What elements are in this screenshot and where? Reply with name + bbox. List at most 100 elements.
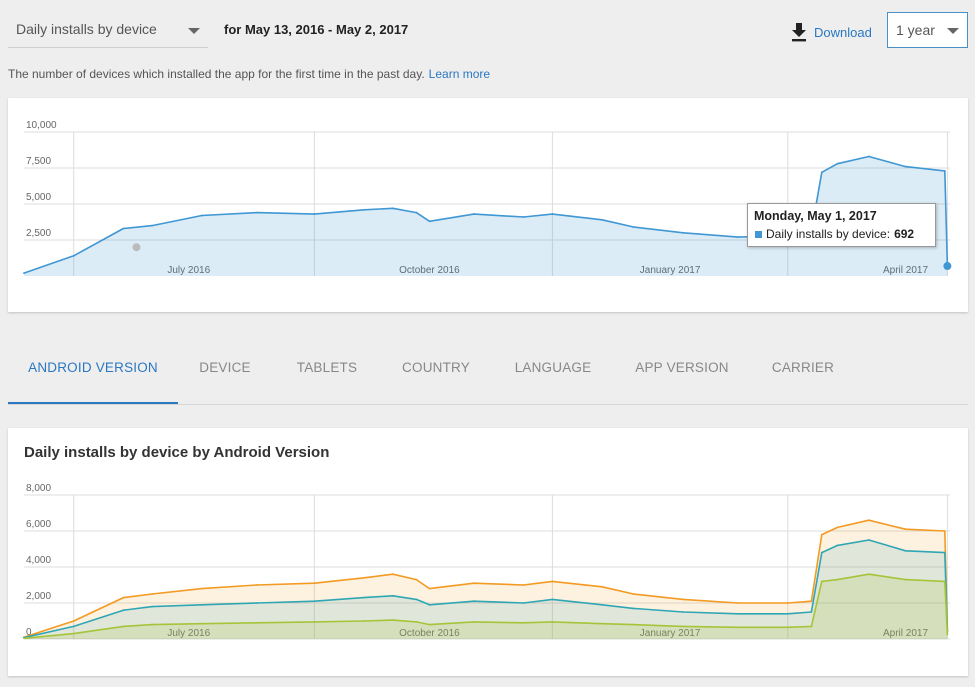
data-point — [786, 612, 789, 615]
data-point — [551, 213, 554, 215]
tab-country[interactable]: COUNTRY — [402, 360, 470, 375]
data-point — [72, 254, 75, 257]
data-point — [836, 544, 839, 547]
series-area — [24, 520, 948, 639]
metric-dropdown-label: Daily installs by device — [16, 21, 157, 37]
tooltip-date: Monday, May 1, 2017 — [754, 209, 877, 223]
data-point — [200, 214, 203, 217]
data-point — [151, 605, 154, 608]
data-point — [473, 213, 475, 215]
series-area — [24, 156, 948, 276]
data-point — [810, 600, 813, 603]
data-point — [72, 625, 75, 628]
data-point — [810, 611, 813, 613]
tab-device[interactable]: DEVICE — [199, 360, 251, 375]
x-tick-label: July 2016 — [167, 628, 210, 639]
data-point — [255, 621, 258, 624]
data-point — [151, 224, 154, 227]
data-point — [737, 612, 740, 615]
x-tick-label: April 2017 — [883, 628, 928, 639]
y-tick-label: 8,000 — [26, 483, 51, 494]
data-point — [601, 603, 603, 606]
data-point — [363, 576, 365, 579]
data-point — [23, 272, 25, 275]
y-tick-label: 10,000 — [26, 120, 57, 131]
y-tick-label: 0 — [26, 627, 32, 638]
data-point — [428, 587, 431, 590]
data-point — [391, 573, 394, 576]
tab-app-version[interactable]: APP VERSION — [635, 360, 729, 375]
x-tick-label: October 2016 — [399, 265, 460, 276]
tab-language[interactable]: LANGUAGE — [514, 360, 592, 375]
data-point — [313, 600, 316, 603]
data-point — [836, 578, 839, 581]
data-point — [313, 621, 316, 623]
data-point — [551, 580, 554, 583]
android-version-chart[interactable]: 0 2,000 4,000 6,000 8,000 July 2016 October 20… — [8, 428, 968, 676]
data-point — [820, 580, 823, 583]
y-tick-label: 6,000 — [26, 519, 51, 530]
data-point — [391, 207, 394, 210]
data-point — [904, 549, 907, 552]
data-point — [473, 621, 475, 623]
learn-more-link[interactable]: Learn more — [428, 67, 491, 81]
data-point — [415, 578, 418, 581]
data-point — [428, 623, 431, 626]
data-point — [786, 626, 789, 629]
time-range-dropdown[interactable]: 1 year — [887, 12, 968, 48]
data-point — [943, 169, 946, 172]
data-point — [836, 526, 839, 529]
data-point — [391, 594, 394, 597]
data-point — [363, 596, 365, 599]
tab-carrier[interactable]: CARRIER — [771, 360, 835, 375]
data-point — [943, 530, 946, 532]
data-point — [682, 231, 685, 234]
data-point — [836, 162, 839, 165]
x-tick-label: January 2017 — [640, 265, 701, 276]
tab-tablets[interactable]: TABLETS — [296, 360, 358, 375]
tooltip-value: 692 — [894, 227, 915, 241]
data-point — [313, 213, 316, 215]
data-point — [904, 528, 907, 531]
chart-tooltip: Monday, May 1, 2017 Daily installs by de… — [747, 203, 936, 247]
data-point — [255, 602, 258, 604]
data-point — [786, 602, 789, 604]
download-label: Download — [814, 25, 872, 40]
data-point — [601, 218, 603, 221]
chevron-down-icon — [188, 28, 200, 34]
series-line — [23, 155, 949, 274]
data-point — [391, 619, 394, 621]
data-point — [682, 598, 685, 601]
breakdown-tabs: ANDROID VERSION DEVICE TABLETS COUNTRY L… — [8, 340, 968, 405]
data-point — [122, 596, 125, 599]
data-point — [868, 573, 870, 576]
data-point — [200, 587, 203, 590]
x-tick-label: October 2016 — [399, 628, 460, 639]
data-point — [868, 155, 870, 158]
data-point — [904, 165, 907, 168]
metric-dropdown[interactable]: Daily installs by device — [8, 14, 208, 48]
data-point — [810, 625, 813, 628]
data-point — [820, 551, 823, 554]
series-area — [24, 540, 948, 639]
data-point — [632, 226, 635, 228]
data-point — [632, 607, 635, 610]
data-point — [601, 622, 603, 625]
x-tick-label: April 2017 — [883, 265, 928, 276]
description-text: The number of devices which installed th… — [8, 67, 425, 81]
data-point — [72, 620, 75, 622]
data-point — [122, 625, 125, 628]
data-point — [428, 603, 431, 606]
chevron-down-icon — [947, 28, 959, 34]
data-point — [522, 584, 525, 586]
tab-android-version[interactable]: ANDROID VERSION — [8, 340, 178, 404]
data-point — [682, 625, 685, 628]
y-tick-label: 2,500 — [26, 228, 51, 239]
data-point — [122, 227, 125, 230]
data-point — [551, 621, 554, 623]
series-line — [23, 539, 949, 639]
data-point — [473, 600, 475, 603]
data-point — [255, 584, 258, 586]
series-area — [24, 574, 948, 639]
time-range-label: 1 year — [896, 22, 935, 38]
